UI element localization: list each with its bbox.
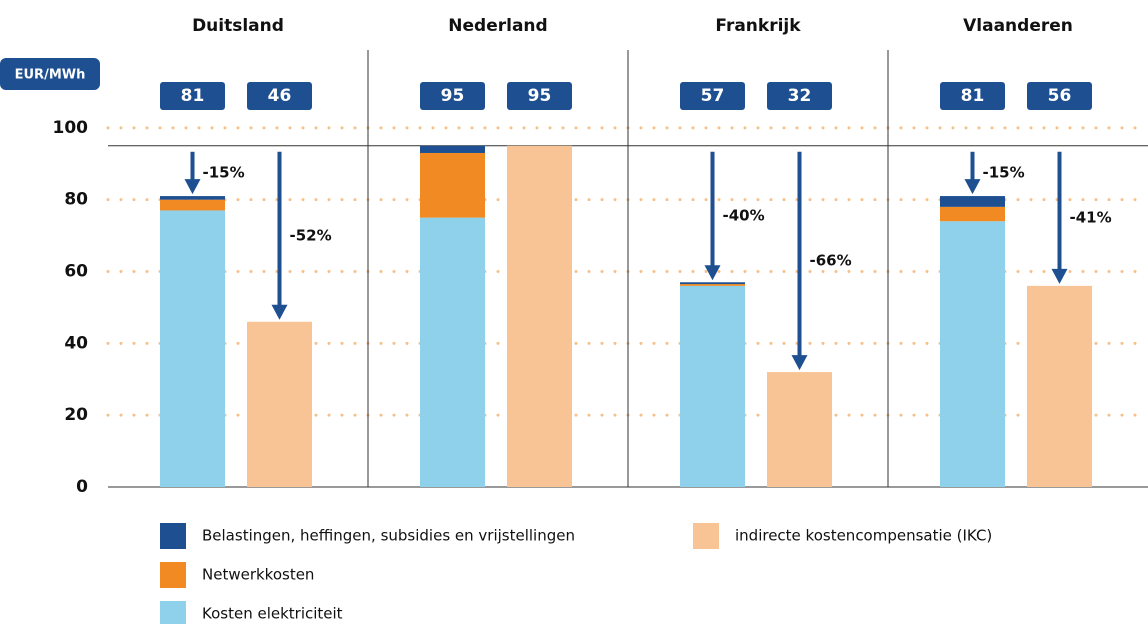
legend-swatch — [693, 523, 719, 549]
reduction-label: -15% — [983, 163, 1025, 181]
y-tick-label: 40 — [64, 333, 88, 353]
bar-segment — [420, 217, 485, 487]
ikc-label: 46 — [268, 86, 292, 106]
bar-segment — [160, 199, 225, 211]
ikc-box — [767, 82, 832, 110]
arrow-head — [964, 179, 981, 195]
reduction-label: -41% — [1070, 208, 1112, 226]
total-label: 81 — [961, 86, 985, 106]
total-box — [420, 82, 485, 110]
reduction-label: -66% — [810, 251, 852, 269]
ikc-box — [1027, 82, 1092, 110]
bar-segment — [680, 284, 745, 286]
bar-segment — [420, 152, 485, 218]
reduction-label: -52% — [290, 226, 332, 244]
ikc-bar — [1027, 285, 1092, 487]
bar-segment — [680, 285, 745, 487]
ikc-bar — [247, 321, 312, 487]
unit-label: EUR/MWh — [15, 68, 86, 83]
category-label: Duitsland — [192, 16, 284, 36]
bar-segment — [680, 282, 745, 285]
category-label: Frankrijk — [715, 16, 801, 36]
bar-segment — [940, 206, 1005, 222]
y-tick-label: 80 — [64, 190, 88, 210]
y-tick-label: 20 — [64, 405, 88, 425]
legend-label: Netwerkkosten — [202, 566, 314, 584]
bar-segment — [160, 210, 225, 488]
y-tick-label: 60 — [64, 262, 88, 282]
arrow-head — [1051, 268, 1068, 284]
total-box — [680, 82, 745, 110]
total-box — [160, 82, 225, 110]
bar-segment — [420, 145, 485, 153]
category-label: Vlaanderen — [963, 16, 1073, 36]
arrow-head — [184, 179, 201, 195]
unit-box — [0, 58, 100, 90]
y-tick-label: 100 — [53, 118, 89, 138]
legend-swatch — [160, 523, 186, 549]
total-box — [940, 82, 1005, 110]
reduction-label: -40% — [723, 207, 765, 225]
y-tick-label: 0 — [76, 477, 88, 497]
arrow-head — [704, 265, 721, 281]
arrow-head — [791, 355, 808, 371]
total-label: 81 — [181, 86, 205, 106]
total-label: 95 — [441, 86, 465, 106]
legend-swatch — [160, 562, 186, 588]
total-label: 57 — [701, 86, 725, 106]
legend-label: indirecte kostencompensatie (IKC) — [735, 527, 992, 545]
ikc-label: 56 — [1048, 86, 1072, 106]
legend-swatch — [160, 601, 186, 627]
ikc-box — [507, 82, 572, 110]
arrow-head — [271, 304, 288, 320]
ikc-box — [247, 82, 312, 110]
ikc-label: 95 — [528, 86, 552, 106]
bar-segment — [160, 196, 225, 200]
legend-label: Kosten elektriciteit — [202, 605, 343, 623]
ikc-bar — [767, 372, 832, 487]
category-label: Nederland — [448, 16, 547, 36]
bar-segment — [940, 221, 1005, 487]
bar-segment — [940, 196, 1005, 207]
ikc-bar — [507, 145, 572, 487]
reduction-label: -15% — [203, 163, 245, 181]
ikc-label: 32 — [788, 86, 812, 106]
legend-label: Belastingen, heffingen, subsidies en vri… — [202, 527, 575, 545]
